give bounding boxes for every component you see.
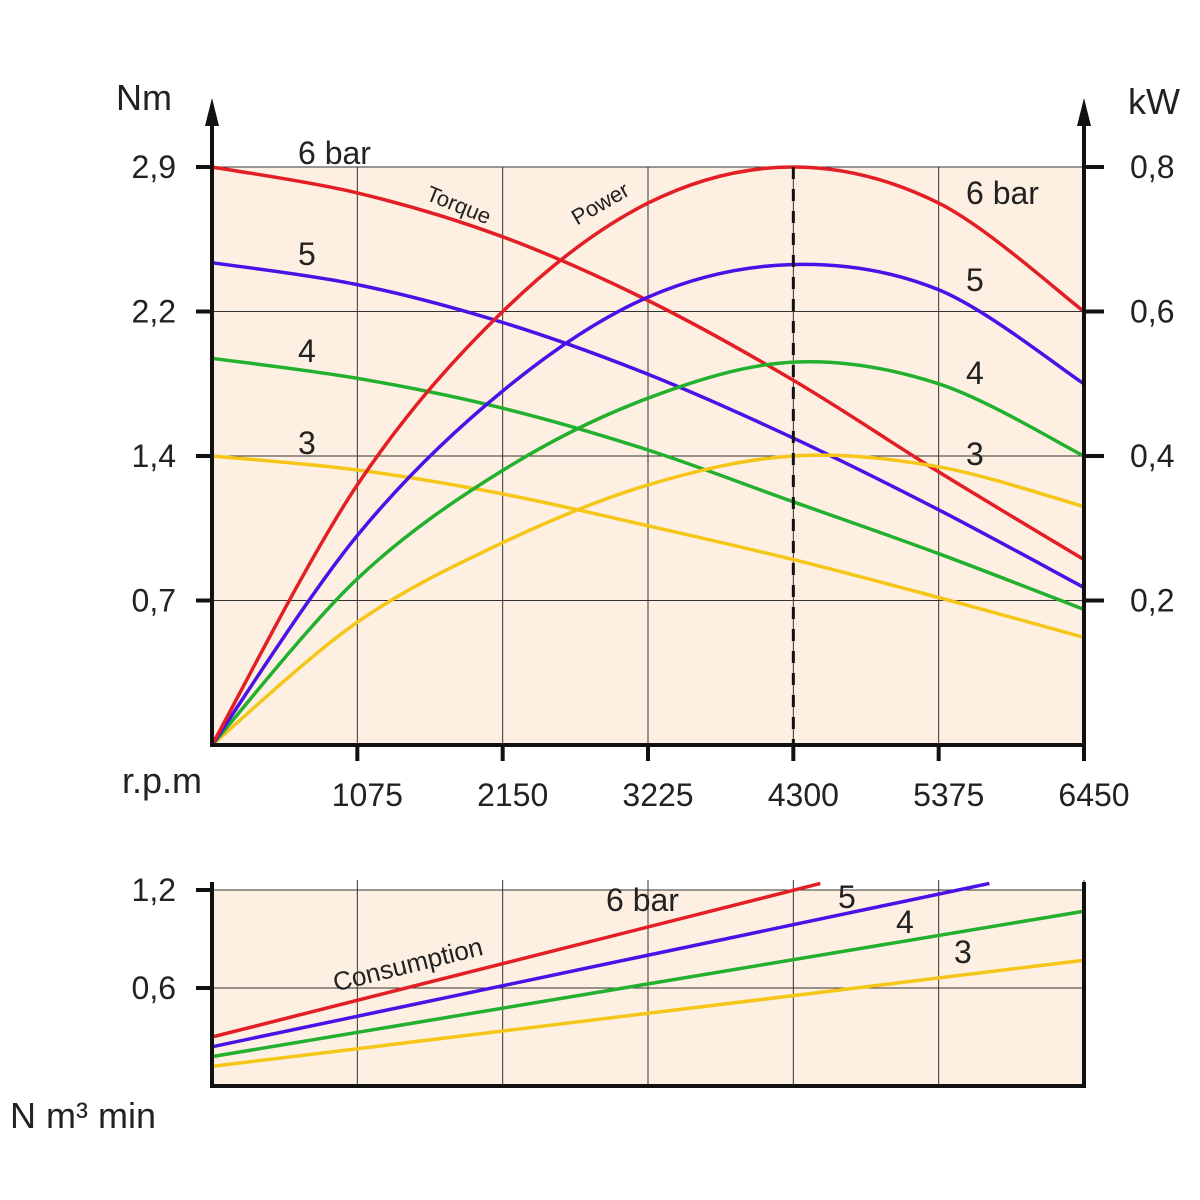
right-tick-label: 0,2 [1130,583,1174,619]
power-curve-5 [210,262,1085,746]
x-tick-label: 4300 [768,777,839,813]
consumption-line-4 [211,909,1085,1059]
top-plot-curves [210,165,1086,747]
right-axis-unit-label: kW [1128,81,1180,122]
consumption-line-5 [211,881,990,1049]
right-tick-label: 0,6 [1130,294,1174,330]
power-curve-3 [210,453,1085,747]
left-tick-label: 2,2 [132,294,176,330]
left-tick-label: 0,7 [132,583,176,619]
torque-series-label-6-bar: 6 bar [298,135,371,171]
x-tick-label: 5375 [913,777,984,813]
right-y-axis-arrow [1077,98,1091,126]
torque-curve-3 [211,454,1085,640]
left-tick-label: 2,9 [132,149,176,185]
consumption-line-3 [211,958,1085,1069]
right-tick-label: 0,4 [1130,438,1174,474]
x-tick-label: 2150 [477,777,548,813]
bottom-axis-unit-label: N m³ min [10,1095,156,1136]
right-tick-label: 0,8 [1130,149,1174,185]
torque-curve-5 [211,260,1085,590]
consumption-series-label-6-bar: 6 bar [606,882,679,918]
left-tick-label: 1,4 [132,438,176,474]
top-plot-labels: 0,7 1,4 2,2 2,9 0,2 0,4 0,6 0,8 1075 2150 3225 4300… [116,77,1180,813]
consumption-line-6-bar [211,881,821,1039]
torque-curve-4 [211,356,1085,612]
bottom-plot-curves [211,881,1085,1069]
top-plot-axes [196,98,1104,761]
x-tick-label: 3225 [622,777,693,813]
power-curve-4 [210,359,1085,747]
power-series-label-3: 3 [966,436,984,472]
power-series-label-4: 4 [966,355,984,391]
power-series-label-6-bar: 6 bar [966,175,1039,211]
bottom-tick-label: 0,6 [132,970,176,1006]
left-axis-unit-label: Nm [116,77,172,118]
bottom-plot-axes [196,882,1086,1088]
x-axis-label: r.p.m [122,760,202,801]
x-tick-label: 6450 [1058,777,1129,813]
torque-curve-6-bar [211,165,1085,562]
consumption-series-label-3: 3 [954,934,972,970]
x-tick-label: 1075 [332,777,403,813]
torque-series-label-5: 5 [298,236,316,272]
power-curve-6-bar [210,165,1086,746]
bottom-tick-label: 1,2 [132,872,176,908]
consumption-series-label-5: 5 [838,879,856,915]
left-y-axis-arrow [205,98,219,126]
torque-series-label-3: 3 [298,425,316,461]
power-series-label-5: 5 [966,262,984,298]
torque-series-label-4: 4 [298,333,316,369]
consumption-series-label-4: 4 [896,904,914,940]
